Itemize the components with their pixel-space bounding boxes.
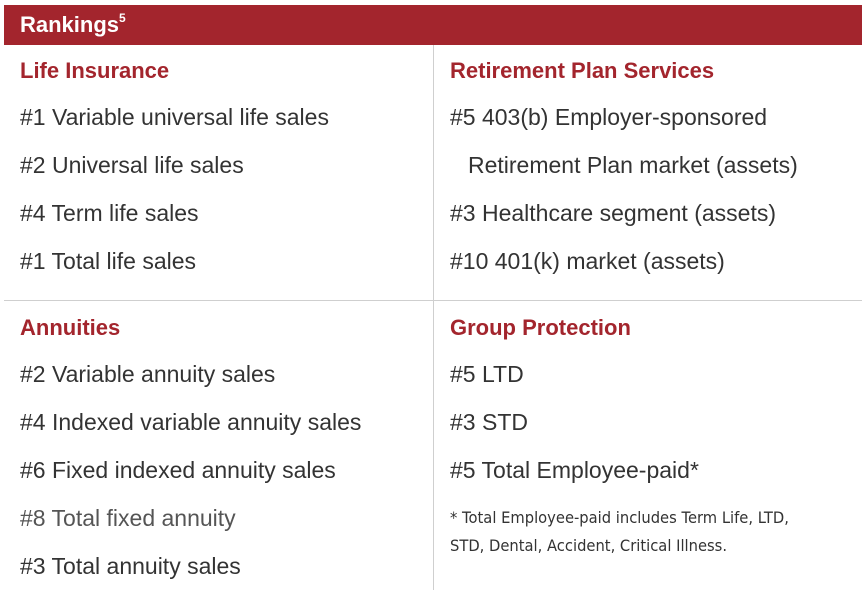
horizontal-divider (4, 300, 862, 301)
list-item: #2 Variable annuity sales (20, 361, 276, 387)
footnote-line: * Total Employee-paid includes Term Life… (450, 508, 789, 527)
vertical-divider (433, 45, 434, 590)
list-item: #3 Healthcare segment (assets) (450, 200, 776, 226)
section-retirement-plan-services: Retirement Plan Services #5 403(b) Emplo… (450, 57, 798, 285)
footnote: * Total Employee-paid includes Term Life… (450, 504, 818, 560)
list-item: #10 401(k) market (assets) (450, 248, 725, 274)
section-group-protection: Group Protection #5 LTD #3 STD #5 Total … (450, 314, 699, 494)
section-title: Group Protection (450, 315, 631, 340)
section-title: Life Insurance (20, 58, 170, 83)
list-item: #5 403(b) Employer-sponsored (450, 104, 768, 130)
section-title: Annuities (20, 315, 121, 340)
header-superscript: 5 (119, 10, 126, 25)
ranking-list: #5 403(b) Employer-sponsored Retirement … (450, 93, 798, 285)
list-item: #2 Universal life sales (20, 152, 244, 178)
list-item: #5 Total Employee-paid* (450, 457, 699, 483)
list-item: #3 STD (450, 409, 528, 435)
list-item: #8 Total fixed annuity (20, 505, 236, 531)
ranking-list: #1 Variable universal life sales #2 Univ… (20, 93, 329, 285)
list-item: #4 Term life sales (20, 200, 199, 226)
ranking-list: #2 Variable annuity sales #4 Indexed var… (20, 350, 361, 590)
header-bar: Rankings5 (4, 5, 862, 45)
list-item: #3 Total annuity sales (20, 553, 241, 579)
header-title: Rankings (20, 12, 120, 37)
list-item: #5 LTD (450, 361, 524, 387)
list-item: #1 Variable universal life sales (20, 104, 329, 130)
section-life-insurance: Life Insurance #1 Variable universal lif… (20, 57, 329, 285)
list-item: #4 Indexed variable annuity sales (20, 409, 362, 435)
ranking-list: #5 LTD #3 STD #5 Total Employee-paid* (450, 350, 699, 494)
section-title: Retirement Plan Services (450, 58, 715, 83)
list-item: #6 Fixed indexed annuity sales (20, 457, 336, 483)
list-item: Retirement Plan market (assets) (468, 152, 798, 178)
list-item: #1 Total life sales (20, 248, 197, 274)
section-annuities: Annuities #2 Variable annuity sales #4 I… (20, 314, 361, 590)
footnote-line: STD, Dental, Accident, Critical Illness. (450, 536, 728, 555)
